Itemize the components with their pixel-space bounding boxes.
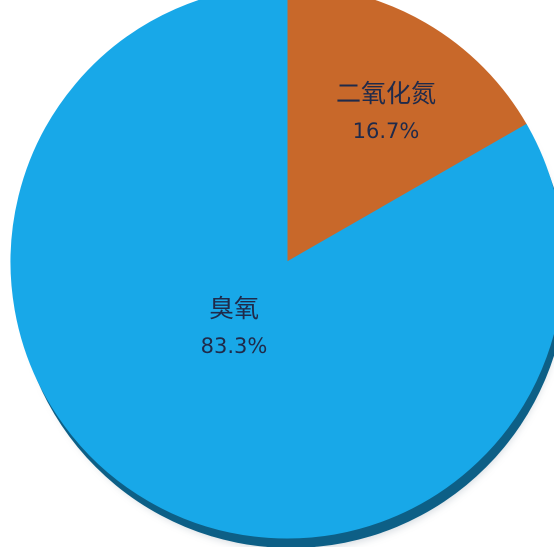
pie-slice-label-1: 臭氧 <box>209 294 259 323</box>
pie-slice-1 <box>10 0 554 539</box>
pie-slice-label-0: 二氧化氮 <box>336 79 436 108</box>
pie-slice-value-0: 16.7% <box>353 119 420 143</box>
pie-labels: 二氧化氮 16.7% 臭氧 83.3% <box>201 79 436 358</box>
pie-slice-value-1: 83.3% <box>201 334 268 358</box>
pie-slices <box>10 0 554 539</box>
pie-slice-0 <box>286 0 527 263</box>
